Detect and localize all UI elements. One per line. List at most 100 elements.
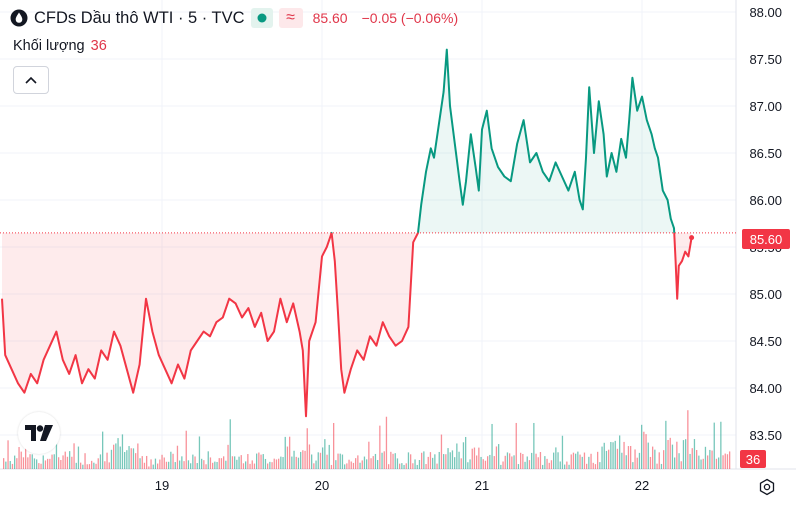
volume-bar [410, 454, 412, 469]
volume-bar [366, 459, 368, 469]
area-fill-up [418, 49, 675, 233]
volume-bar [645, 434, 647, 469]
volume-bar [575, 453, 577, 469]
volume-bar [209, 457, 212, 469]
volume-bar [517, 464, 520, 469]
volume-bar [9, 461, 11, 469]
tradingview-logo-icon[interactable] [18, 412, 60, 454]
price-change: −0.05 (−0.06%) [361, 10, 459, 26]
settings-icon[interactable] [758, 478, 776, 496]
volume-bar [577, 451, 579, 469]
volume-bar [636, 457, 638, 469]
volume-bar [608, 449, 610, 469]
market-open-icon[interactable] [250, 8, 273, 28]
volume-bar [357, 455, 359, 469]
volume-bar [704, 446, 707, 469]
volume-bar [187, 460, 190, 469]
volume-bar [104, 461, 106, 469]
volume-label: Khối lượng [13, 38, 85, 54]
volume-bar [414, 459, 416, 469]
volume-bar [401, 463, 403, 469]
volume-bar [88, 464, 91, 469]
volume-bar [286, 446, 289, 469]
volume-bar [449, 452, 451, 469]
volume-bar [412, 463, 414, 469]
symbol-header: CFDs Dầu thô WTI · 5 · TVC ≈ 85.60 −0.05… [10, 8, 458, 28]
volume-bar [300, 451, 302, 469]
collapse-button[interactable] [13, 66, 49, 94]
x-tick-label: 22 [635, 478, 649, 493]
volume-legend: Khối lượng 36 [13, 38, 107, 54]
volume-bar [392, 453, 394, 469]
volume-bar [170, 451, 172, 469]
volume-bar [51, 454, 53, 469]
volume-bar [159, 459, 161, 469]
volume-bar [557, 452, 559, 469]
volume-bar [447, 448, 449, 469]
volume-bar [407, 452, 410, 469]
volume-bar [418, 460, 421, 469]
volume-bar [647, 442, 649, 469]
volume-bar [181, 456, 183, 469]
volume-bar [394, 453, 396, 469]
volume-bar [130, 448, 132, 469]
volume-bar [682, 440, 685, 469]
volume-bar [161, 454, 163, 469]
volume-bar [671, 444, 674, 469]
volume-bar [273, 458, 275, 469]
volume-bar [526, 456, 528, 469]
approx-icon[interactable]: ≈ [278, 8, 303, 28]
volume-bar [638, 452, 641, 469]
volume-bar [119, 446, 121, 469]
volume-bar [196, 463, 198, 469]
volume-bar [359, 462, 361, 469]
volume-bar [238, 456, 240, 469]
volume-bar [7, 440, 9, 469]
volume-bar [370, 458, 372, 469]
volume-bar [75, 462, 77, 469]
volume-bar [234, 456, 236, 469]
volume-bar [304, 450, 306, 469]
volume-bar [240, 455, 242, 469]
volume-bar [627, 446, 630, 469]
volume-bar [691, 448, 693, 469]
volume-bar [302, 450, 304, 469]
volume-bar [295, 456, 297, 469]
volume-bar [491, 423, 493, 469]
volume-bar [625, 455, 627, 469]
volume-bar [328, 444, 330, 469]
volume-bar [493, 456, 495, 469]
volume-bar [324, 439, 326, 469]
volume-bar [350, 461, 352, 469]
volume-bar [566, 461, 568, 469]
volume-bar [260, 454, 262, 469]
y-tick-label: 86.00 [749, 193, 782, 208]
volume-bar [280, 456, 282, 469]
volume-bar [297, 457, 300, 469]
volume-bar [669, 437, 671, 469]
price-line-down [1, 232, 693, 418]
volume-bar [176, 445, 179, 469]
volume-bar [619, 435, 621, 469]
symbol-title[interactable]: CFDs Dầu thô WTI · 5 · TVC [34, 8, 245, 27]
volume-bar [42, 455, 44, 469]
volume-bar [201, 458, 203, 469]
volume-bar [586, 463, 588, 469]
volume-bar [522, 453, 524, 469]
volume-bar [434, 454, 436, 469]
volume-bar [594, 464, 597, 469]
volume-bar [445, 454, 447, 469]
volume-bar [458, 451, 460, 469]
volume-bar [203, 460, 205, 469]
volume-bar [253, 463, 256, 469]
volume-bar [480, 456, 482, 469]
volume-bar [542, 464, 544, 469]
volume-bar [513, 455, 515, 469]
volume-bar [205, 464, 207, 469]
volume-bar [132, 448, 135, 469]
price-area [0, 48, 736, 418]
volume-bar [377, 460, 379, 469]
volume-bar [227, 444, 229, 469]
volume-bar [229, 419, 231, 469]
